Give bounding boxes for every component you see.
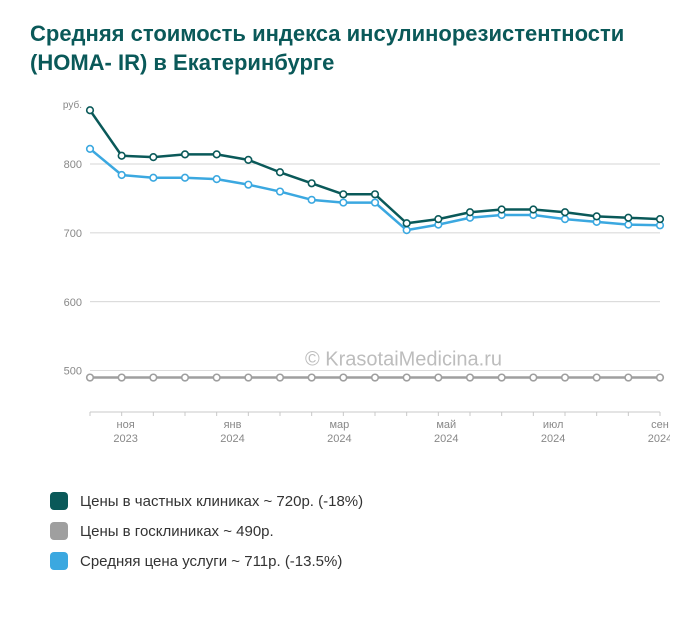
plot-area: 500 600 700 800 руб. ноя 2023 янв 2024 мар 2024 май…	[40, 92, 670, 452]
svg-text:сен: сен	[651, 419, 669, 431]
svg-text:ноя: ноя	[117, 419, 135, 431]
svg-text:2024: 2024	[327, 433, 351, 445]
svg-text:2024: 2024	[648, 433, 670, 445]
svg-text:700: 700	[64, 228, 82, 240]
svg-text:500: 500	[64, 366, 82, 378]
legend-label: Цены в частных клиниках ~ 720р. (-18%)	[80, 493, 363, 510]
line-chart-svg: 500 600 700 800 руб. ноя 2023 янв 2024 мар 2024 май…	[40, 92, 670, 452]
legend-item: Цены в частных клиниках ~ 720р. (-18%)	[50, 492, 670, 510]
legend: Цены в частных клиниках ~ 720р. (-18%) Це…	[50, 492, 670, 570]
svg-text:© KrasotaiMedicina.ru: © KrasotaiMedicina.ru	[305, 349, 502, 371]
chart-container: Средняя стоимость индекса инсулинорезист…	[0, 0, 700, 642]
chart-title: Средняя стоимость индекса инсулинорезист…	[30, 20, 670, 77]
legend-swatch	[50, 552, 68, 570]
legend-swatch	[50, 522, 68, 540]
svg-text:янв: янв	[224, 419, 242, 431]
legend-label: Средняя цена услуги ~ 711р. (-13.5%)	[80, 553, 342, 570]
legend-swatch	[50, 492, 68, 510]
svg-text:600: 600	[64, 297, 82, 309]
svg-text:2024: 2024	[220, 433, 244, 445]
svg-text:2024: 2024	[434, 433, 458, 445]
svg-text:2023: 2023	[113, 433, 137, 445]
legend-label: Цены в госклиниках ~ 490р.	[80, 523, 274, 540]
svg-text:800: 800	[64, 159, 82, 171]
legend-item: Средняя цена услуги ~ 711р. (-13.5%)	[50, 552, 670, 570]
svg-text:июл: июл	[543, 419, 564, 431]
svg-text:мар: мар	[329, 419, 349, 431]
legend-item: Цены в госклиниках ~ 490р.	[50, 522, 670, 540]
svg-text:май: май	[436, 419, 456, 431]
svg-text:2024: 2024	[541, 433, 565, 445]
svg-text:руб.: руб.	[63, 99, 82, 111]
